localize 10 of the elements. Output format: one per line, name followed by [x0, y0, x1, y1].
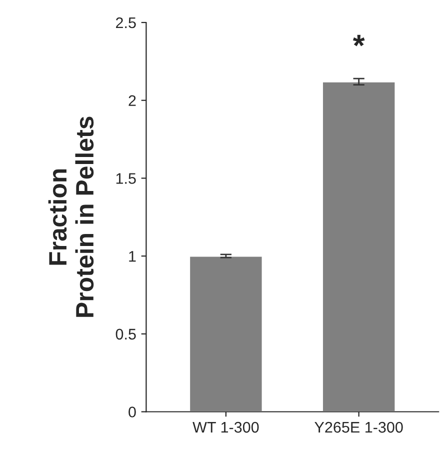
y-axis-title: Fraction Protein in Pellets	[48, 116, 94, 317]
x-tick-label: WT 1-300	[192, 422, 259, 433]
y-tick-label: 1	[129, 251, 136, 262]
y-tick-label: 1.5	[116, 173, 136, 184]
y-tick-label: 0	[128, 406, 136, 418]
y-tick-label: 0.5	[116, 328, 136, 340]
annotation: *	[352, 34, 365, 46]
x-tick-label: Y265E 1-300	[314, 422, 403, 433]
y-tick-label: 2	[128, 95, 136, 106]
y-tick-label: 2.5	[116, 17, 136, 28]
